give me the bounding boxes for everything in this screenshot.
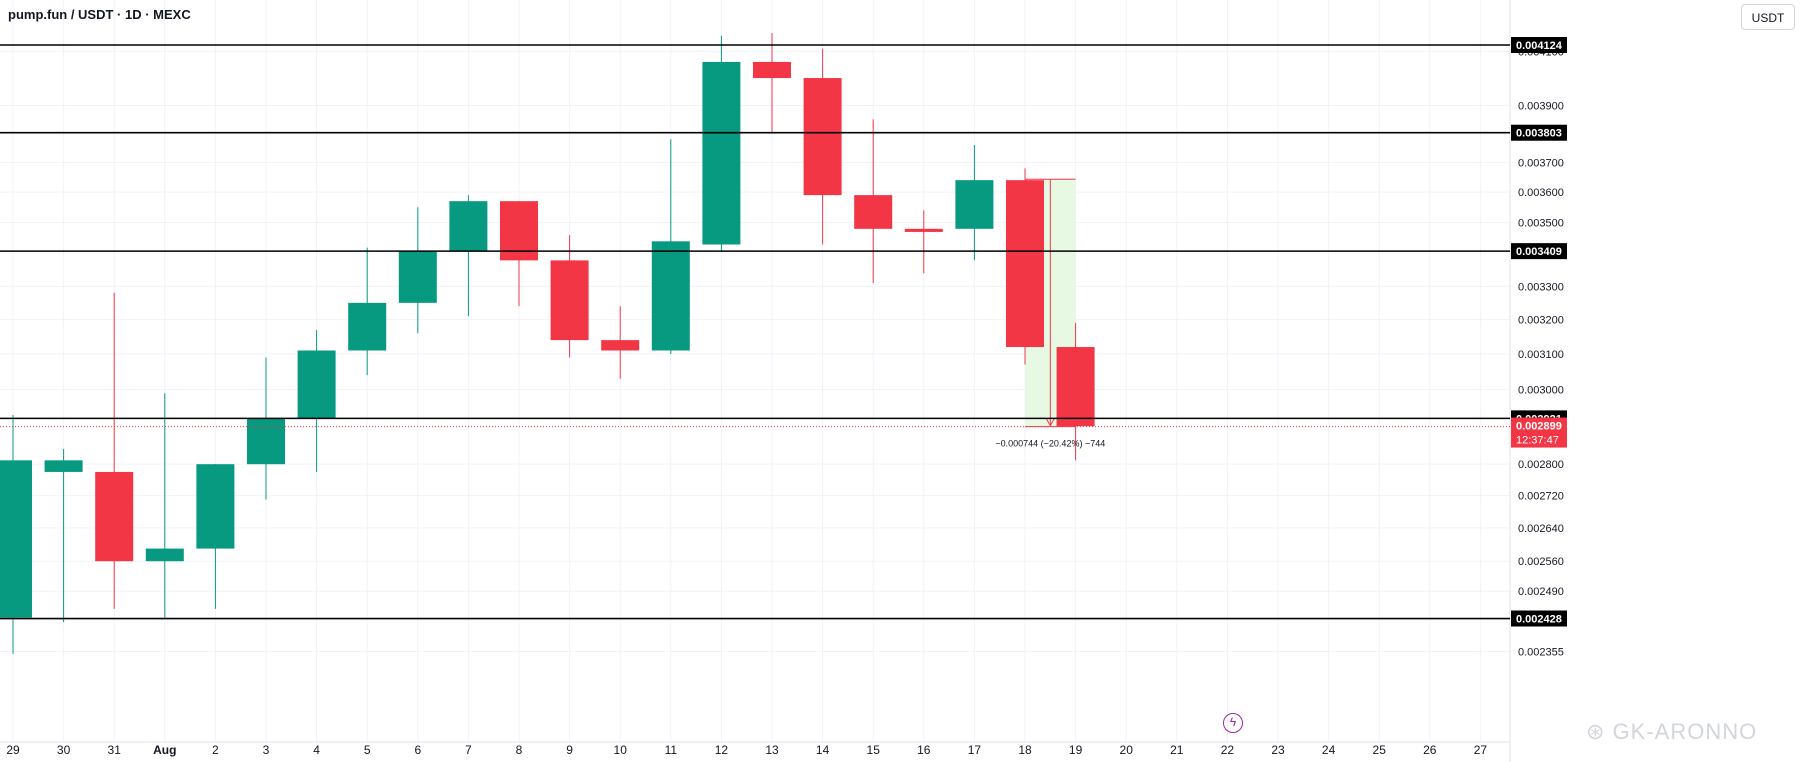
x-tick-label: 14 xyxy=(816,743,830,757)
level-price-tag xyxy=(1511,37,1567,53)
level-price-label: 0.002428 xyxy=(1516,614,1562,626)
x-tick-label: 22 xyxy=(1221,743,1235,757)
x-tick-label: 4 xyxy=(313,743,320,757)
level-price-label: 0.003409 xyxy=(1516,246,1562,258)
candle-body[interactable] xyxy=(1056,347,1095,427)
candle-body[interactable] xyxy=(651,241,690,351)
x-tick-label: 2 xyxy=(212,743,219,757)
candle-body[interactable] xyxy=(95,471,134,562)
x-tick-label: 12 xyxy=(715,743,729,757)
x-tick-label: 20 xyxy=(1120,743,1134,757)
y-tick-label: 0.003500 xyxy=(1518,218,1564,230)
candle-body[interactable] xyxy=(247,418,285,465)
x-tick-label: 31 xyxy=(108,743,122,757)
level-price-tag xyxy=(1511,124,1567,141)
y-tick-label: 0.003600 xyxy=(1518,187,1564,199)
currency-button[interactable]: USDT xyxy=(1741,4,1795,30)
current-price-tag xyxy=(1511,417,1567,448)
candle-body[interactable] xyxy=(348,302,387,351)
x-tick-label: 10 xyxy=(614,743,628,757)
x-tick-label: 29 xyxy=(6,743,20,757)
x-tick-label: 26 xyxy=(1423,743,1437,757)
candle-body[interactable] xyxy=(702,61,741,245)
candle-body[interactable] xyxy=(904,228,943,232)
x-tick-label: 13 xyxy=(765,743,779,757)
symbol-title: pump.fun / USDT · 1D · MEXC xyxy=(8,7,191,22)
candle-body[interactable] xyxy=(145,548,184,562)
countdown-label: 12:37:47 xyxy=(1516,435,1559,447)
candle-body[interactable] xyxy=(753,61,791,79)
y-tick-label: 0.003100 xyxy=(1518,349,1564,361)
candle-body[interactable] xyxy=(398,250,437,303)
y-tick-label: 0.003700 xyxy=(1518,157,1564,169)
x-tick-label: 8 xyxy=(516,743,523,757)
x-tick-label: 24 xyxy=(1322,743,1336,757)
level-price-label: 0.004124 xyxy=(1516,40,1563,52)
level-price-tag xyxy=(1511,243,1567,260)
x-tick-label: 7 xyxy=(465,743,472,757)
watermark: ⊛ GK-ARONNO xyxy=(1586,719,1758,744)
x-tick-label: 16 xyxy=(917,743,931,757)
current-price-label: 0.002899 xyxy=(1516,421,1562,433)
x-tick-label: 15 xyxy=(867,743,881,757)
y-tick-label: 0.002720 xyxy=(1518,491,1564,503)
x-tick-label: 25 xyxy=(1373,743,1387,757)
y-tick-label: 0.002490 xyxy=(1518,586,1564,598)
x-tick-label: 30 xyxy=(57,743,71,757)
y-tick-label: 0.003300 xyxy=(1518,281,1564,293)
candle-body[interactable] xyxy=(1006,180,1044,348)
candle-body[interactable] xyxy=(0,460,32,618)
x-tick-label: 18 xyxy=(1018,743,1032,757)
candle-body[interactable] xyxy=(803,78,842,196)
y-tick-label: 0.003200 xyxy=(1518,315,1564,327)
x-tick-label: 5 xyxy=(364,743,371,757)
x-tick-label: 6 xyxy=(414,743,421,757)
x-tick-label: 21 xyxy=(1170,743,1184,757)
level-price-label: 0.003803 xyxy=(1516,128,1562,140)
x-tick-label: 11 xyxy=(665,743,678,757)
y-tick-label: 0.003000 xyxy=(1518,384,1564,396)
candle-body[interactable] xyxy=(854,195,893,229)
candle-body[interactable] xyxy=(550,260,589,341)
candle-body[interactable] xyxy=(44,460,83,472)
x-tick-label: Aug xyxy=(153,743,176,757)
x-tick-label: 3 xyxy=(263,743,270,757)
candle-body[interactable] xyxy=(196,464,235,549)
level-price-tag xyxy=(1511,610,1567,627)
candle-body[interactable] xyxy=(449,201,488,251)
x-tick-label: 23 xyxy=(1271,743,1285,757)
candle-body[interactable] xyxy=(601,340,640,351)
measure-label: −0.000744 (−20.42%) −744 xyxy=(995,439,1105,449)
y-tick-label: 0.002355 xyxy=(1518,647,1564,659)
candle-body[interactable] xyxy=(955,180,994,229)
y-tick-label: 0.002640 xyxy=(1518,523,1564,535)
x-tick-label: 27 xyxy=(1474,743,1488,757)
measure-arrow-head xyxy=(1045,418,1055,427)
lightning-icon[interactable]: ϟ xyxy=(1223,713,1243,733)
x-tick-label: 17 xyxy=(968,743,982,757)
candle-body[interactable] xyxy=(297,350,336,419)
x-tick-label: 19 xyxy=(1069,743,1083,757)
y-tick-label: 0.002560 xyxy=(1518,556,1564,568)
x-tick-label: 9 xyxy=(566,743,573,757)
y-tick-label: 0.002800 xyxy=(1518,459,1564,471)
y-tick-label: 0.003900 xyxy=(1518,100,1564,112)
